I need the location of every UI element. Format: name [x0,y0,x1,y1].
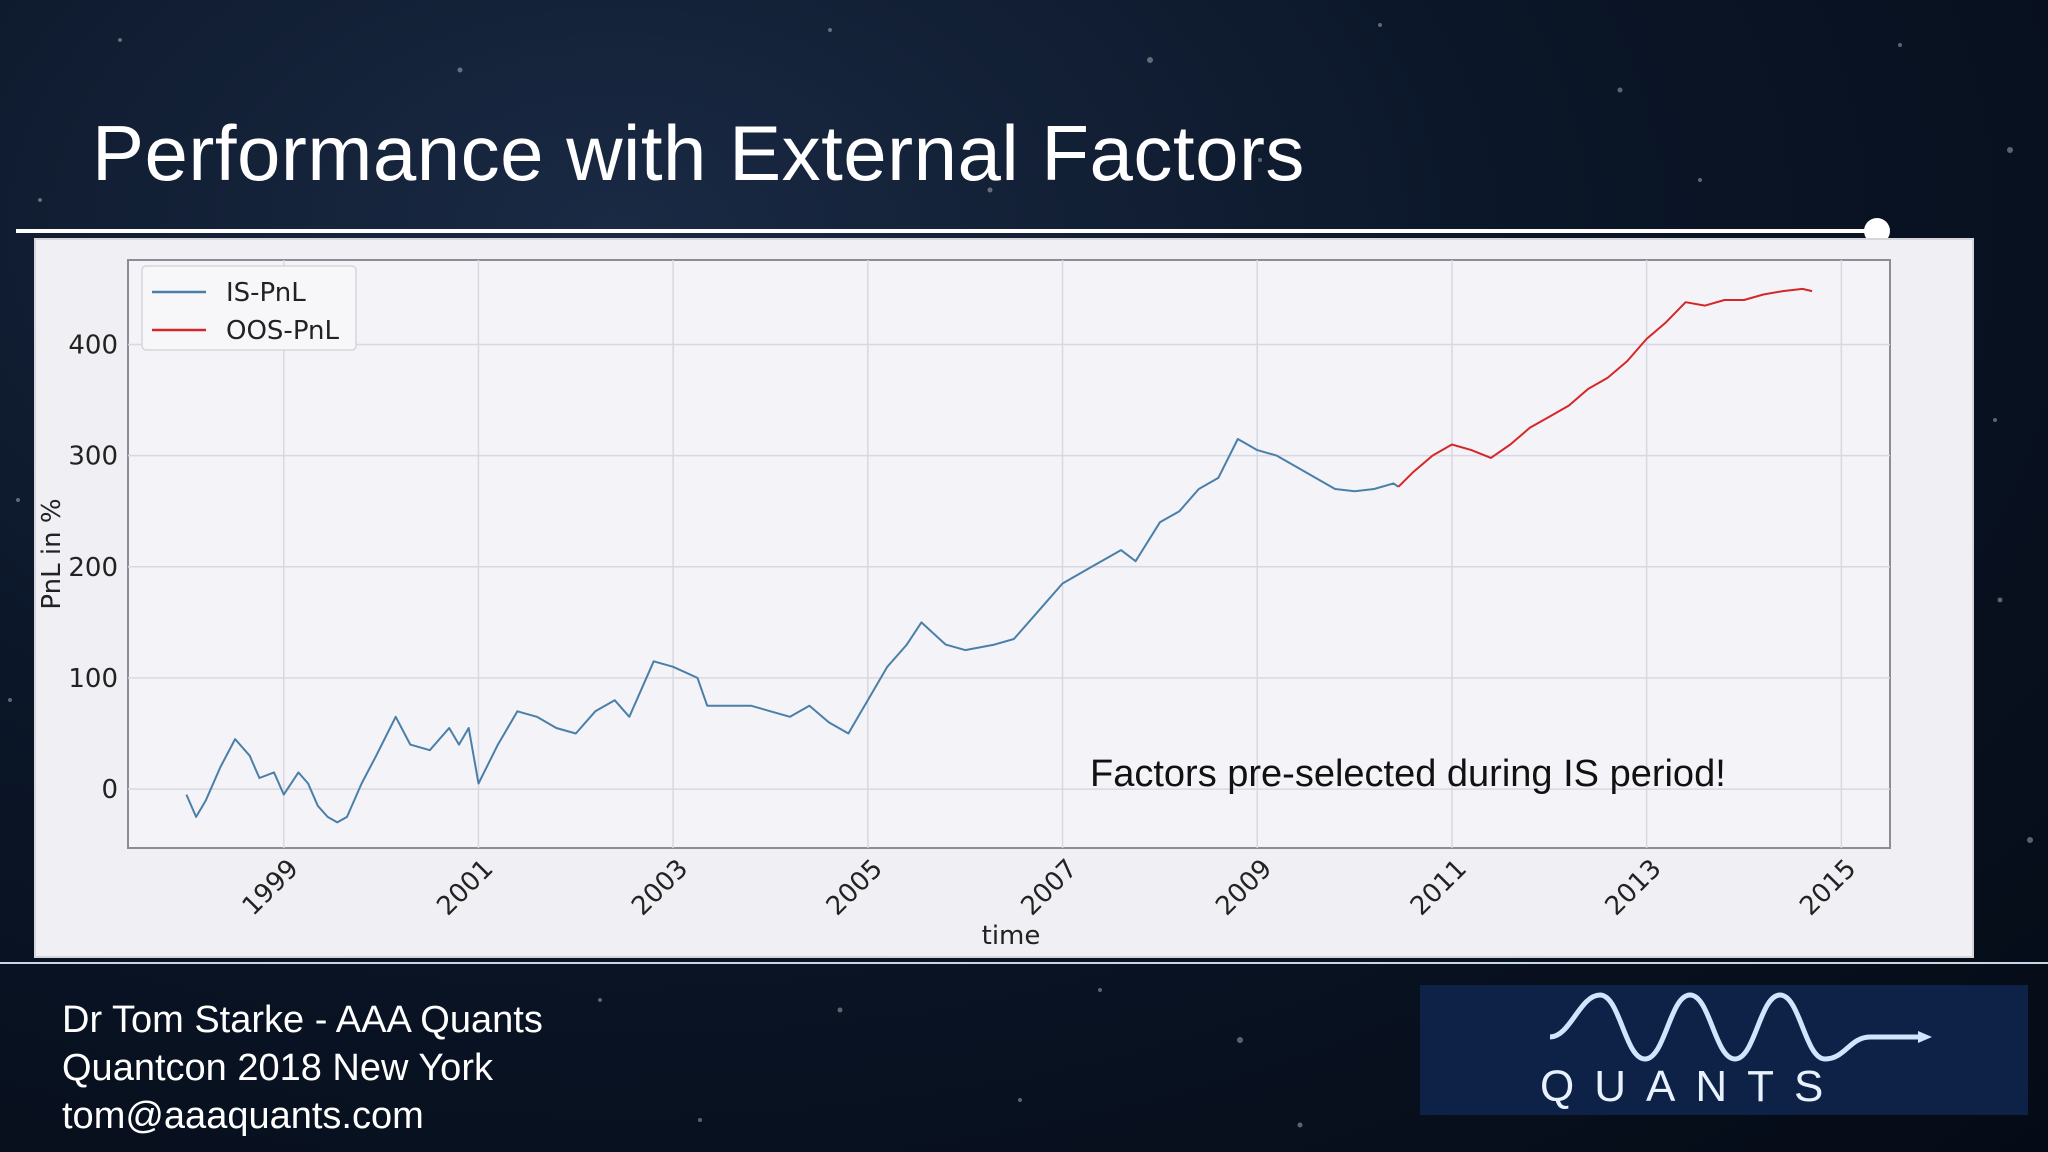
wave-logo-icon [1549,992,1932,1062]
footer-email: tom@aaaquants.com [62,1095,424,1137]
chart-panel: 0 100 200 300 400 1999 2001 2003 2005 2007 2009 20… [34,238,1974,958]
x-tick-label: 2015 [1794,854,1862,922]
x-tick-label: 1999 [237,854,305,922]
y-tick-label: 0 [101,775,118,805]
footer-credits: Dr Tom Starke - AAA Quants Quantcon 2018… [62,996,543,1140]
series-line-oos-pnl [1397,287,1813,488]
chart-annotation: Factors pre-selected during IS period! [1090,753,1726,795]
x-tick-label: 2003 [626,854,694,922]
series-line-is-pnl [185,438,1399,824]
y-tick-label: 300 [68,442,118,472]
grid-lines [128,260,1890,848]
x-tick-label: 2005 [821,854,889,922]
x-axis-label: time [982,921,1041,951]
y-tick-labels: 0 100 200 300 400 [68,330,118,805]
title-divider [16,229,1876,233]
series-lines [185,287,1813,824]
x-tick-label: 2011 [1405,854,1473,922]
slide-title: Performance with External Factors [92,109,1305,197]
x-tick-label: 2007 [1015,854,1083,922]
footer-divider [0,962,2048,964]
y-tick-label: 400 [68,330,118,360]
x-tick-labels: 1999 2001 2003 2005 2007 2009 2011 2013 2015 [237,854,1863,922]
plot-area-background [127,259,1891,849]
x-tick-label: 2009 [1210,854,1278,922]
y-tick-label: 100 [68,664,118,694]
pnl-line-chart: 0 100 200 300 400 1999 2001 2003 2005 2007 2009 20… [37,259,1891,951]
legend-label-oos: OOS-PnL [226,316,340,346]
footer-event: Quantcon 2018 New York [62,1047,493,1089]
logo-wordmark: QUANTS [1540,1062,1844,1111]
x-tick-label: 2013 [1600,854,1668,922]
footer-author: Dr Tom Starke - AAA Quants [62,999,543,1041]
y-axis-label: PnL in % [37,498,67,609]
y-tick-label: 200 [68,553,118,583]
x-tick-label: 2001 [431,854,499,922]
legend-label-is: IS-PnL [226,278,306,308]
company-logo [1420,985,2028,1115]
legend: IS-PnL OOS-PnL [141,265,357,351]
